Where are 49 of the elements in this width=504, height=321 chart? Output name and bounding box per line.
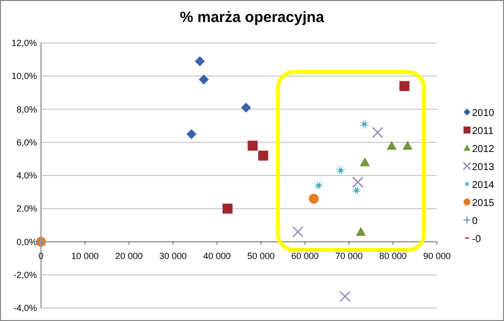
- point: [336, 165, 346, 176]
- x-tick-label: 0: [38, 250, 44, 261]
- point: [308, 194, 319, 204]
- legend-label: 2013: [472, 162, 495, 173]
- legend-label: 2014: [472, 180, 495, 191]
- y-tick-label: 10,0%: [11, 71, 37, 82]
- y-tick-label: 4,0%: [16, 170, 37, 180]
- point: [386, 140, 397, 150]
- x-tick-label: 60 000: [291, 250, 319, 261]
- point: [360, 157, 370, 166]
- point: [186, 129, 196, 140]
- y-tick-label: 2,0%: [16, 204, 37, 214]
- point: [351, 185, 362, 196]
- point: [339, 290, 351, 302]
- y-tick-label: -4,0%: [13, 303, 37, 313]
- chart-title: % marża operacyjna: [180, 9, 325, 26]
- x-tick-label: 30 000: [159, 250, 187, 261]
- point: [314, 180, 324, 191]
- y-tick-label: 0,0%: [16, 236, 37, 247]
- legend-label: 0: [472, 216, 478, 227]
- x-tick-label: 20 000: [115, 250, 143, 261]
- point: [372, 126, 384, 138]
- x-tick-label: 50 000: [247, 250, 275, 261]
- x-tick-label: 40 000: [203, 250, 231, 261]
- x-tick-label: 80 000: [379, 250, 407, 261]
- y-tick-label: 12,0%: [11, 38, 37, 48]
- point: [248, 140, 258, 151]
- y-tick-label: 8,0%: [16, 104, 37, 114]
- x-tick-label: 90 000: [423, 250, 451, 261]
- y-tick-label: -2,0%: [13, 270, 37, 280]
- point: [194, 56, 205, 66]
- point: [258, 150, 268, 161]
- point: [402, 140, 413, 150]
- point: [356, 226, 366, 236]
- y-tick-label: 6,0%: [16, 137, 37, 148]
- point: [292, 226, 304, 238]
- legend-label: 2012: [472, 144, 495, 155]
- point: [222, 204, 233, 214]
- x-tick-label: 10 000: [71, 250, 99, 261]
- point: [399, 81, 410, 92]
- x-tick-label: 70 000: [335, 250, 363, 261]
- point: [241, 102, 252, 113]
- legend-label: 2010: [472, 108, 495, 119]
- legend-label: -0: [472, 234, 482, 245]
- legend-label: 2011: [472, 126, 494, 137]
- legend-label: 2015: [472, 198, 495, 209]
- point: [359, 119, 370, 130]
- point: [352, 176, 364, 188]
- point: [198, 74, 209, 84]
